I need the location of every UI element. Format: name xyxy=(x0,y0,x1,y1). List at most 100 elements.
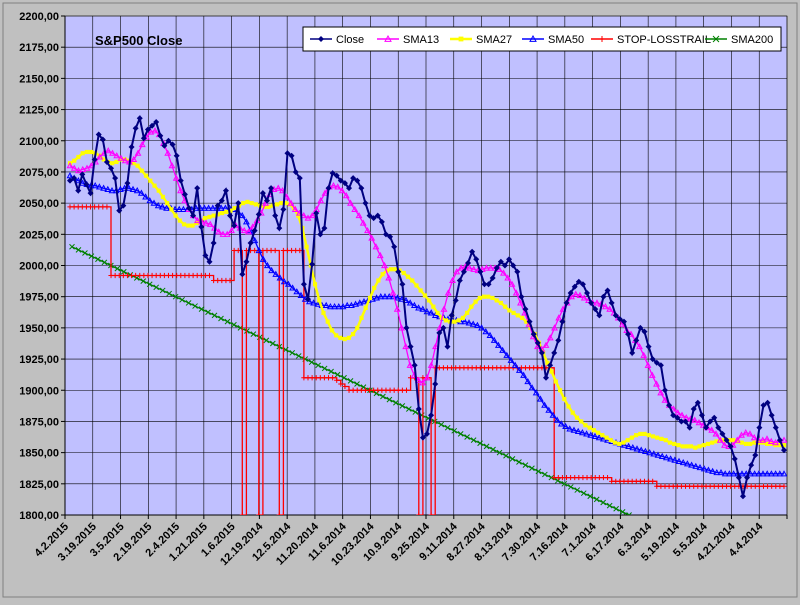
y-tick-label: 1825,00 xyxy=(19,479,59,491)
series-point-close xyxy=(124,180,131,187)
series-point-sma13 xyxy=(70,164,78,171)
series-point-close xyxy=(588,299,595,306)
series-point-close xyxy=(83,181,90,188)
series-point-sma13 xyxy=(674,409,682,416)
series-point-sma27 xyxy=(579,419,584,424)
legend-label-close: Close xyxy=(336,34,364,46)
series-point-close xyxy=(186,205,192,212)
series-point-close xyxy=(399,281,406,288)
series-point-sma13 xyxy=(721,441,728,448)
series-point-sma13 xyxy=(466,264,473,271)
series-point-sma50 xyxy=(158,203,166,210)
series-point-sma27 xyxy=(452,319,457,324)
series-point-sma200 xyxy=(282,346,289,353)
series-point-sma13 xyxy=(555,314,563,321)
series-point-sma50 xyxy=(74,177,82,184)
series-point-sma50 xyxy=(486,331,494,338)
series-point-close xyxy=(140,135,147,142)
series-point-sma50 xyxy=(297,291,305,299)
series-point-sma13 xyxy=(368,234,376,241)
series-point-sma27 xyxy=(405,274,411,279)
series-point-sma27 xyxy=(177,218,182,223)
series-point-stop-losstrail xyxy=(276,512,282,515)
series-point-close xyxy=(210,240,217,247)
series-point-close xyxy=(202,252,209,259)
series-point-sma27 xyxy=(211,213,216,218)
series-point-close xyxy=(748,462,755,469)
series-point-close xyxy=(637,324,644,331)
legend-item-close: Close xyxy=(310,34,364,46)
series-point-sma13 xyxy=(398,324,405,331)
series-point-sma200 xyxy=(159,287,166,294)
series-point-sma50 xyxy=(251,236,259,244)
series-point-sma200 xyxy=(490,446,496,453)
series-point-sma200 xyxy=(295,353,302,359)
series-point-sma200 xyxy=(166,290,173,297)
series-point-sma50 xyxy=(482,327,490,335)
series-point-sma13 xyxy=(202,219,210,226)
series-point-sma50 xyxy=(272,270,280,277)
series-point-sma200 xyxy=(153,284,160,291)
series-point-sma200 xyxy=(198,306,205,313)
series-point-close xyxy=(173,152,180,159)
series-point-sma200 xyxy=(334,371,341,378)
series-point-sma50 xyxy=(310,299,318,306)
series-point-sma200 xyxy=(613,505,619,512)
series-point-sma50 xyxy=(284,280,292,287)
series-point-sma27 xyxy=(376,278,381,283)
series-point-sma27 xyxy=(165,201,170,206)
series-point-stop-losstrail xyxy=(334,377,340,383)
y-tick-label: 2125,00 xyxy=(19,105,59,117)
series-point-close xyxy=(670,412,677,419)
series-point-close xyxy=(71,175,78,182)
series-point-close xyxy=(194,185,201,192)
series-point-close xyxy=(760,402,767,409)
series-point-close xyxy=(674,414,681,421)
series-point-close xyxy=(288,152,295,159)
series-point-sma27 xyxy=(334,333,339,338)
series-point-sma27 xyxy=(494,298,499,303)
series-point-close xyxy=(350,175,357,182)
series-point-sma13 xyxy=(402,342,410,350)
series-point-close xyxy=(518,293,525,300)
series-point-sma200 xyxy=(444,424,451,431)
series-point-sma13 xyxy=(661,396,669,403)
series-point-sma200 xyxy=(574,487,581,493)
series-point-close xyxy=(395,268,402,275)
series-point-close xyxy=(165,137,172,144)
series-point-sma27 xyxy=(220,211,225,216)
chart-title: S&P500 Close xyxy=(95,33,182,48)
series-point-sma27 xyxy=(765,441,770,446)
series-point-sma27 xyxy=(173,213,178,218)
series-point-sma50 xyxy=(469,320,477,327)
series-point-sma200 xyxy=(561,480,568,487)
series-point-close xyxy=(169,141,176,148)
y-tick-label: 2200,00 xyxy=(19,11,59,23)
series-point-sma50 xyxy=(704,466,712,473)
series-point-sma27 xyxy=(693,445,698,450)
series-point-sma200 xyxy=(593,496,600,503)
series-point-sma13 xyxy=(580,294,588,301)
series-point-sma27 xyxy=(304,244,309,249)
series-point-sma27 xyxy=(515,313,520,318)
series-point-sma50 xyxy=(755,470,763,477)
series-point-sma13 xyxy=(274,184,282,191)
series-point-sma13 xyxy=(79,165,87,173)
series-point-sma50 xyxy=(179,205,187,212)
series-point-close xyxy=(752,452,759,459)
series-point-sma50 xyxy=(289,284,297,291)
series-point-sma13 xyxy=(121,157,129,164)
legend-marker-stop-losstrail xyxy=(599,36,605,42)
series-point-sma13 xyxy=(355,211,363,219)
series-point-sma27 xyxy=(325,319,330,324)
y-tick-label: 1875,00 xyxy=(19,416,59,428)
series-point-sma27 xyxy=(629,435,634,440)
series-point-sma27 xyxy=(342,337,347,342)
series-point-close xyxy=(608,299,615,306)
series-point-sma27 xyxy=(638,431,643,436)
series-point-sma13 xyxy=(419,379,427,386)
series-point-sma13 xyxy=(347,199,354,206)
series-point-close xyxy=(530,331,537,338)
series-point-close xyxy=(477,268,484,275)
series-point-sma50 xyxy=(259,255,267,262)
